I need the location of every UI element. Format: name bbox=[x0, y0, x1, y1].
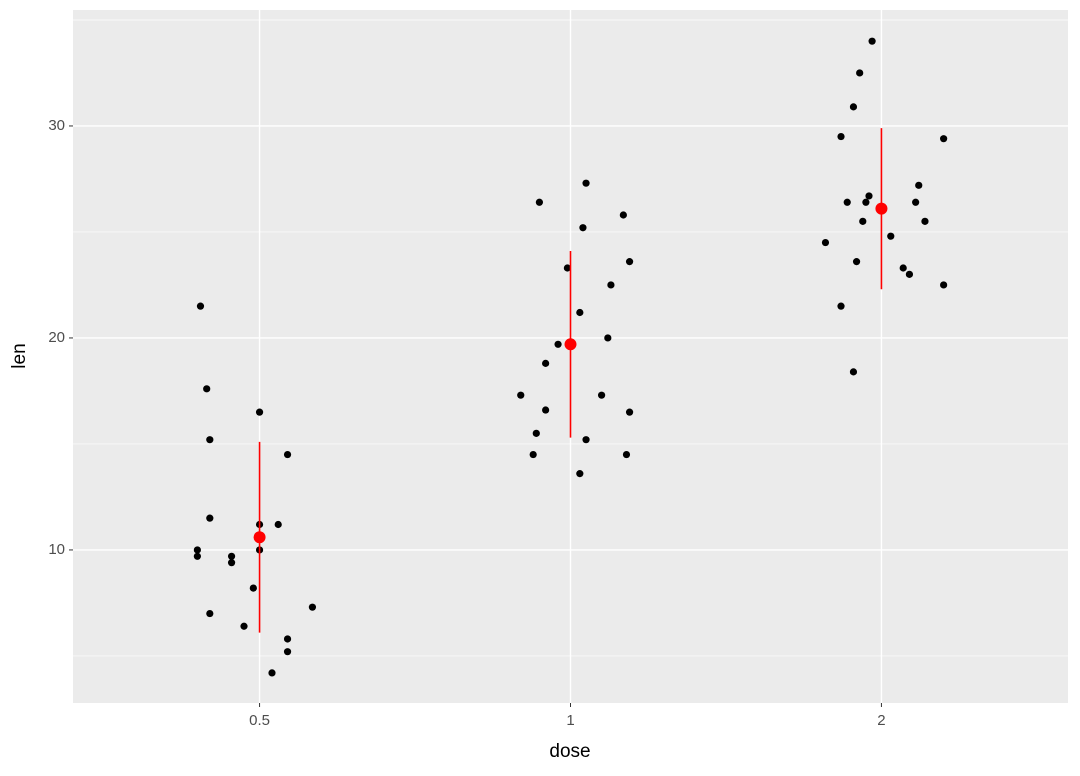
mean-point bbox=[875, 202, 888, 215]
point bbox=[940, 135, 948, 143]
point bbox=[535, 198, 544, 206]
point bbox=[843, 198, 851, 206]
point bbox=[563, 264, 571, 272]
point bbox=[542, 406, 550, 414]
point bbox=[532, 429, 540, 437]
point bbox=[283, 450, 292, 459]
point bbox=[625, 258, 634, 266]
point bbox=[940, 281, 948, 289]
point bbox=[255, 408, 264, 416]
y-tick-label: 20 bbox=[48, 329, 65, 346]
point bbox=[283, 635, 292, 643]
point bbox=[268, 669, 276, 677]
point bbox=[619, 211, 627, 219]
marks bbox=[193, 37, 948, 677]
point bbox=[203, 385, 211, 393]
point bbox=[899, 264, 907, 272]
x-tick-label: 1 bbox=[566, 712, 574, 729]
point bbox=[915, 181, 923, 189]
point bbox=[249, 584, 257, 592]
point bbox=[622, 450, 631, 459]
point bbox=[240, 622, 248, 630]
point bbox=[517, 391, 525, 399]
point bbox=[607, 281, 615, 289]
point bbox=[837, 302, 845, 310]
y-tick-label: 10 bbox=[48, 541, 65, 558]
point bbox=[625, 408, 634, 416]
point bbox=[856, 69, 864, 77]
x-axis-label: dose bbox=[549, 741, 590, 762]
point bbox=[579, 224, 587, 232]
point bbox=[542, 359, 550, 367]
point bbox=[308, 603, 317, 611]
point bbox=[865, 192, 873, 200]
x-tick-label: 0.5 bbox=[249, 712, 270, 729]
point bbox=[887, 232, 895, 240]
point bbox=[554, 340, 562, 348]
point bbox=[227, 552, 236, 560]
point bbox=[283, 648, 292, 656]
point bbox=[582, 179, 590, 187]
mean-point bbox=[253, 531, 266, 544]
point bbox=[196, 302, 205, 310]
point bbox=[821, 238, 830, 247]
point bbox=[576, 470, 584, 478]
point bbox=[868, 37, 876, 45]
point bbox=[582, 436, 590, 444]
point bbox=[849, 103, 858, 111]
point bbox=[604, 334, 612, 342]
point bbox=[852, 258, 861, 266]
y-tick-label: 30 bbox=[48, 117, 65, 134]
y-axis-label: len bbox=[9, 343, 30, 368]
point bbox=[837, 132, 845, 141]
point bbox=[905, 270, 914, 278]
point bbox=[274, 520, 282, 529]
x-tick-label: 2 bbox=[877, 712, 885, 729]
point bbox=[206, 514, 214, 522]
point bbox=[597, 391, 606, 399]
point bbox=[193, 552, 201, 560]
point bbox=[206, 436, 214, 444]
point bbox=[576, 308, 584, 317]
point bbox=[849, 368, 858, 376]
point bbox=[912, 198, 920, 206]
point bbox=[859, 217, 867, 225]
point bbox=[529, 450, 537, 459]
point bbox=[206, 609, 214, 618]
point bbox=[193, 546, 201, 554]
point bbox=[862, 198, 870, 206]
point bbox=[227, 559, 236, 567]
point bbox=[921, 217, 929, 225]
mean-point bbox=[564, 338, 577, 351]
